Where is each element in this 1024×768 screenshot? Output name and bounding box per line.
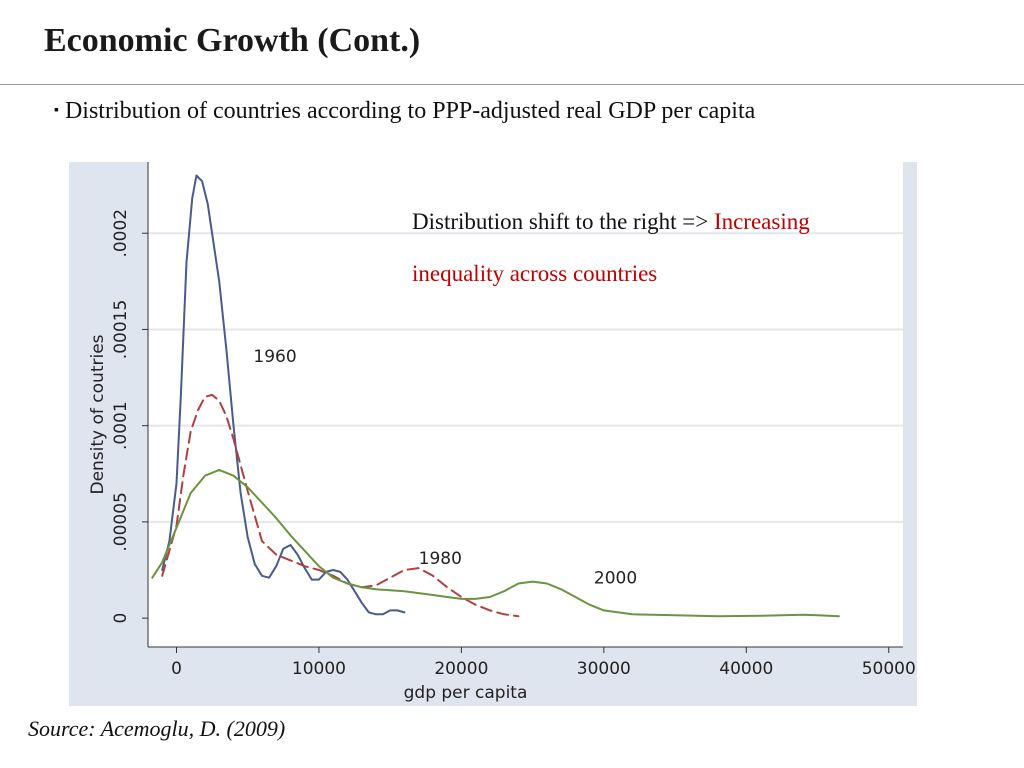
- slide-title: Economic Growth (Cont.): [44, 22, 421, 59]
- series-line-2000: [151, 468, 840, 618]
- y-tick-label: .00005: [111, 492, 131, 551]
- y-tick-label: 0: [111, 613, 131, 624]
- series-label-1980: 1980: [419, 549, 462, 569]
- x-tick-label: 10000: [292, 659, 346, 679]
- x-tick-label: 30000: [577, 659, 631, 679]
- annotation-highlight-2: inequality across countries: [412, 261, 658, 286]
- series-line-1960: [161, 174, 406, 616]
- x-tick-label: 0: [171, 659, 182, 679]
- bullet-text: Distribution of countries according to P…: [64, 98, 756, 124]
- series-label-1960: 1960: [253, 347, 296, 367]
- density-chart: 0 .00005 .0001 .00015 .0002 0 10000 20000 30000 4…: [69, 162, 917, 706]
- y-axis-label: Density of coutries: [88, 334, 108, 494]
- title-divider: [0, 84, 1024, 85]
- source-citation: Source: Acemoglu, D. (2009): [28, 716, 286, 741]
- bullet-point: ▪ Distribution of countries according to …: [54, 98, 755, 125]
- annotation: Distribution shift to the right => Incre…: [412, 196, 912, 300]
- bullet-marker-icon: ▪: [54, 103, 59, 118]
- annotation-highlight-1: Increasing: [713, 209, 810, 234]
- plot-area: [148, 162, 903, 647]
- y-tick-label: .0002: [111, 209, 131, 258]
- x-axis-label: gdp per capita: [404, 683, 528, 703]
- series-label-2000: 2000: [594, 568, 637, 588]
- x-tick-label: 40000: [719, 659, 773, 679]
- y-tick-label: .0001: [111, 401, 131, 450]
- x-tick-label: 20000: [434, 659, 488, 679]
- x-tick-label: 50000: [862, 659, 916, 679]
- annotation-text: Distribution shift to the right =>: [412, 209, 709, 234]
- y-tick-label: .00015: [111, 300, 131, 359]
